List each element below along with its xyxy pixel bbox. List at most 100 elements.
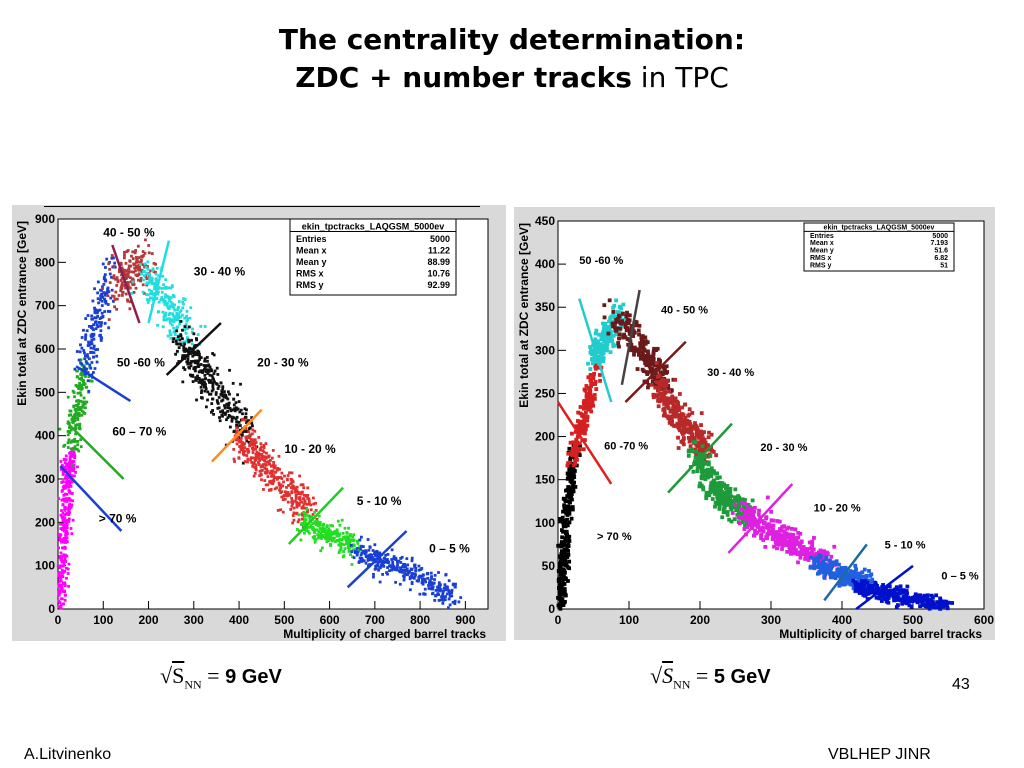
data-point — [664, 364, 669, 369]
data-point — [410, 580, 414, 584]
data-point — [194, 376, 198, 380]
data-point — [434, 594, 438, 597]
data-point — [211, 387, 215, 391]
data-point — [824, 566, 829, 571]
data-point — [297, 492, 301, 496]
data-point — [309, 525, 313, 529]
data-point — [84, 375, 87, 378]
data-point — [203, 368, 206, 371]
data-point — [143, 265, 146, 269]
data-point — [621, 334, 626, 339]
data-point — [887, 584, 892, 589]
data-point — [571, 450, 576, 454]
data-point — [853, 563, 858, 568]
data-point — [62, 493, 66, 497]
data-point — [569, 479, 574, 484]
data-point — [193, 350, 197, 354]
data-point — [658, 370, 663, 375]
x-tick-label: 700 — [365, 613, 385, 627]
data-point — [903, 595, 908, 600]
data-point — [233, 409, 237, 413]
data-point — [84, 333, 88, 337]
data-point — [63, 556, 67, 559]
data-point — [187, 325, 191, 329]
data-point — [566, 499, 571, 504]
data-point — [210, 402, 214, 406]
data-point — [151, 267, 155, 271]
data-point — [90, 338, 94, 342]
data-point — [402, 563, 405, 566]
data-point — [120, 283, 124, 287]
data-point — [218, 416, 221, 419]
data-point — [134, 269, 137, 273]
data-point — [57, 574, 61, 578]
data-point — [260, 445, 263, 449]
data-point — [59, 460, 63, 463]
data-point — [243, 449, 247, 453]
data-point — [875, 595, 880, 600]
data-point — [344, 537, 348, 541]
data-point — [96, 315, 100, 318]
data-point — [384, 558, 387, 561]
data-point — [728, 505, 733, 510]
data-point — [453, 602, 457, 606]
data-point — [592, 393, 597, 397]
data-point — [228, 368, 231, 372]
data-point — [112, 299, 115, 303]
data-point — [315, 517, 319, 521]
stats-key: Entries — [810, 233, 834, 240]
data-point — [593, 366, 598, 371]
data-point — [750, 498, 755, 503]
data-point — [256, 453, 260, 457]
y-tick-label: 350 — [535, 300, 555, 314]
data-point — [568, 457, 573, 461]
data-point — [178, 310, 182, 314]
data-point — [90, 326, 94, 330]
data-point — [204, 387, 208, 391]
data-point — [719, 492, 724, 497]
data-point — [286, 500, 290, 504]
data-point — [189, 374, 193, 378]
data-point — [295, 505, 299, 509]
data-point — [558, 603, 563, 608]
data-point — [356, 550, 360, 554]
data-point — [157, 274, 161, 278]
data-point — [146, 293, 150, 297]
data-point — [713, 504, 717, 509]
data-point — [447, 579, 451, 583]
data-point — [101, 287, 104, 290]
data-point — [61, 582, 65, 586]
data-point — [80, 409, 84, 413]
data-point — [142, 254, 145, 257]
data-point — [633, 319, 638, 324]
data-point — [810, 543, 815, 548]
data-point — [562, 542, 567, 547]
data-point — [685, 420, 690, 425]
data-point — [194, 359, 197, 363]
data-point — [207, 363, 211, 367]
data-point — [440, 597, 444, 601]
data-point — [271, 482, 275, 486]
data-point — [611, 305, 615, 310]
data-point — [934, 593, 939, 598]
data-point — [57, 593, 61, 597]
data-point — [578, 419, 583, 424]
data-point — [616, 319, 621, 324]
y-tick-label: 600 — [35, 342, 55, 356]
data-point — [189, 364, 193, 368]
data-point — [179, 333, 183, 337]
data-point — [60, 498, 64, 502]
data-point — [589, 409, 594, 414]
data-point — [190, 331, 194, 334]
data-point — [329, 524, 333, 527]
data-point — [325, 525, 329, 529]
data-point — [562, 568, 567, 573]
data-point — [87, 340, 90, 344]
data-point — [183, 340, 186, 344]
data-point — [115, 307, 119, 311]
data-point — [930, 599, 935, 604]
data-point — [167, 296, 171, 300]
data-point — [272, 479, 276, 483]
data-point — [95, 323, 99, 327]
data-point — [812, 559, 817, 563]
